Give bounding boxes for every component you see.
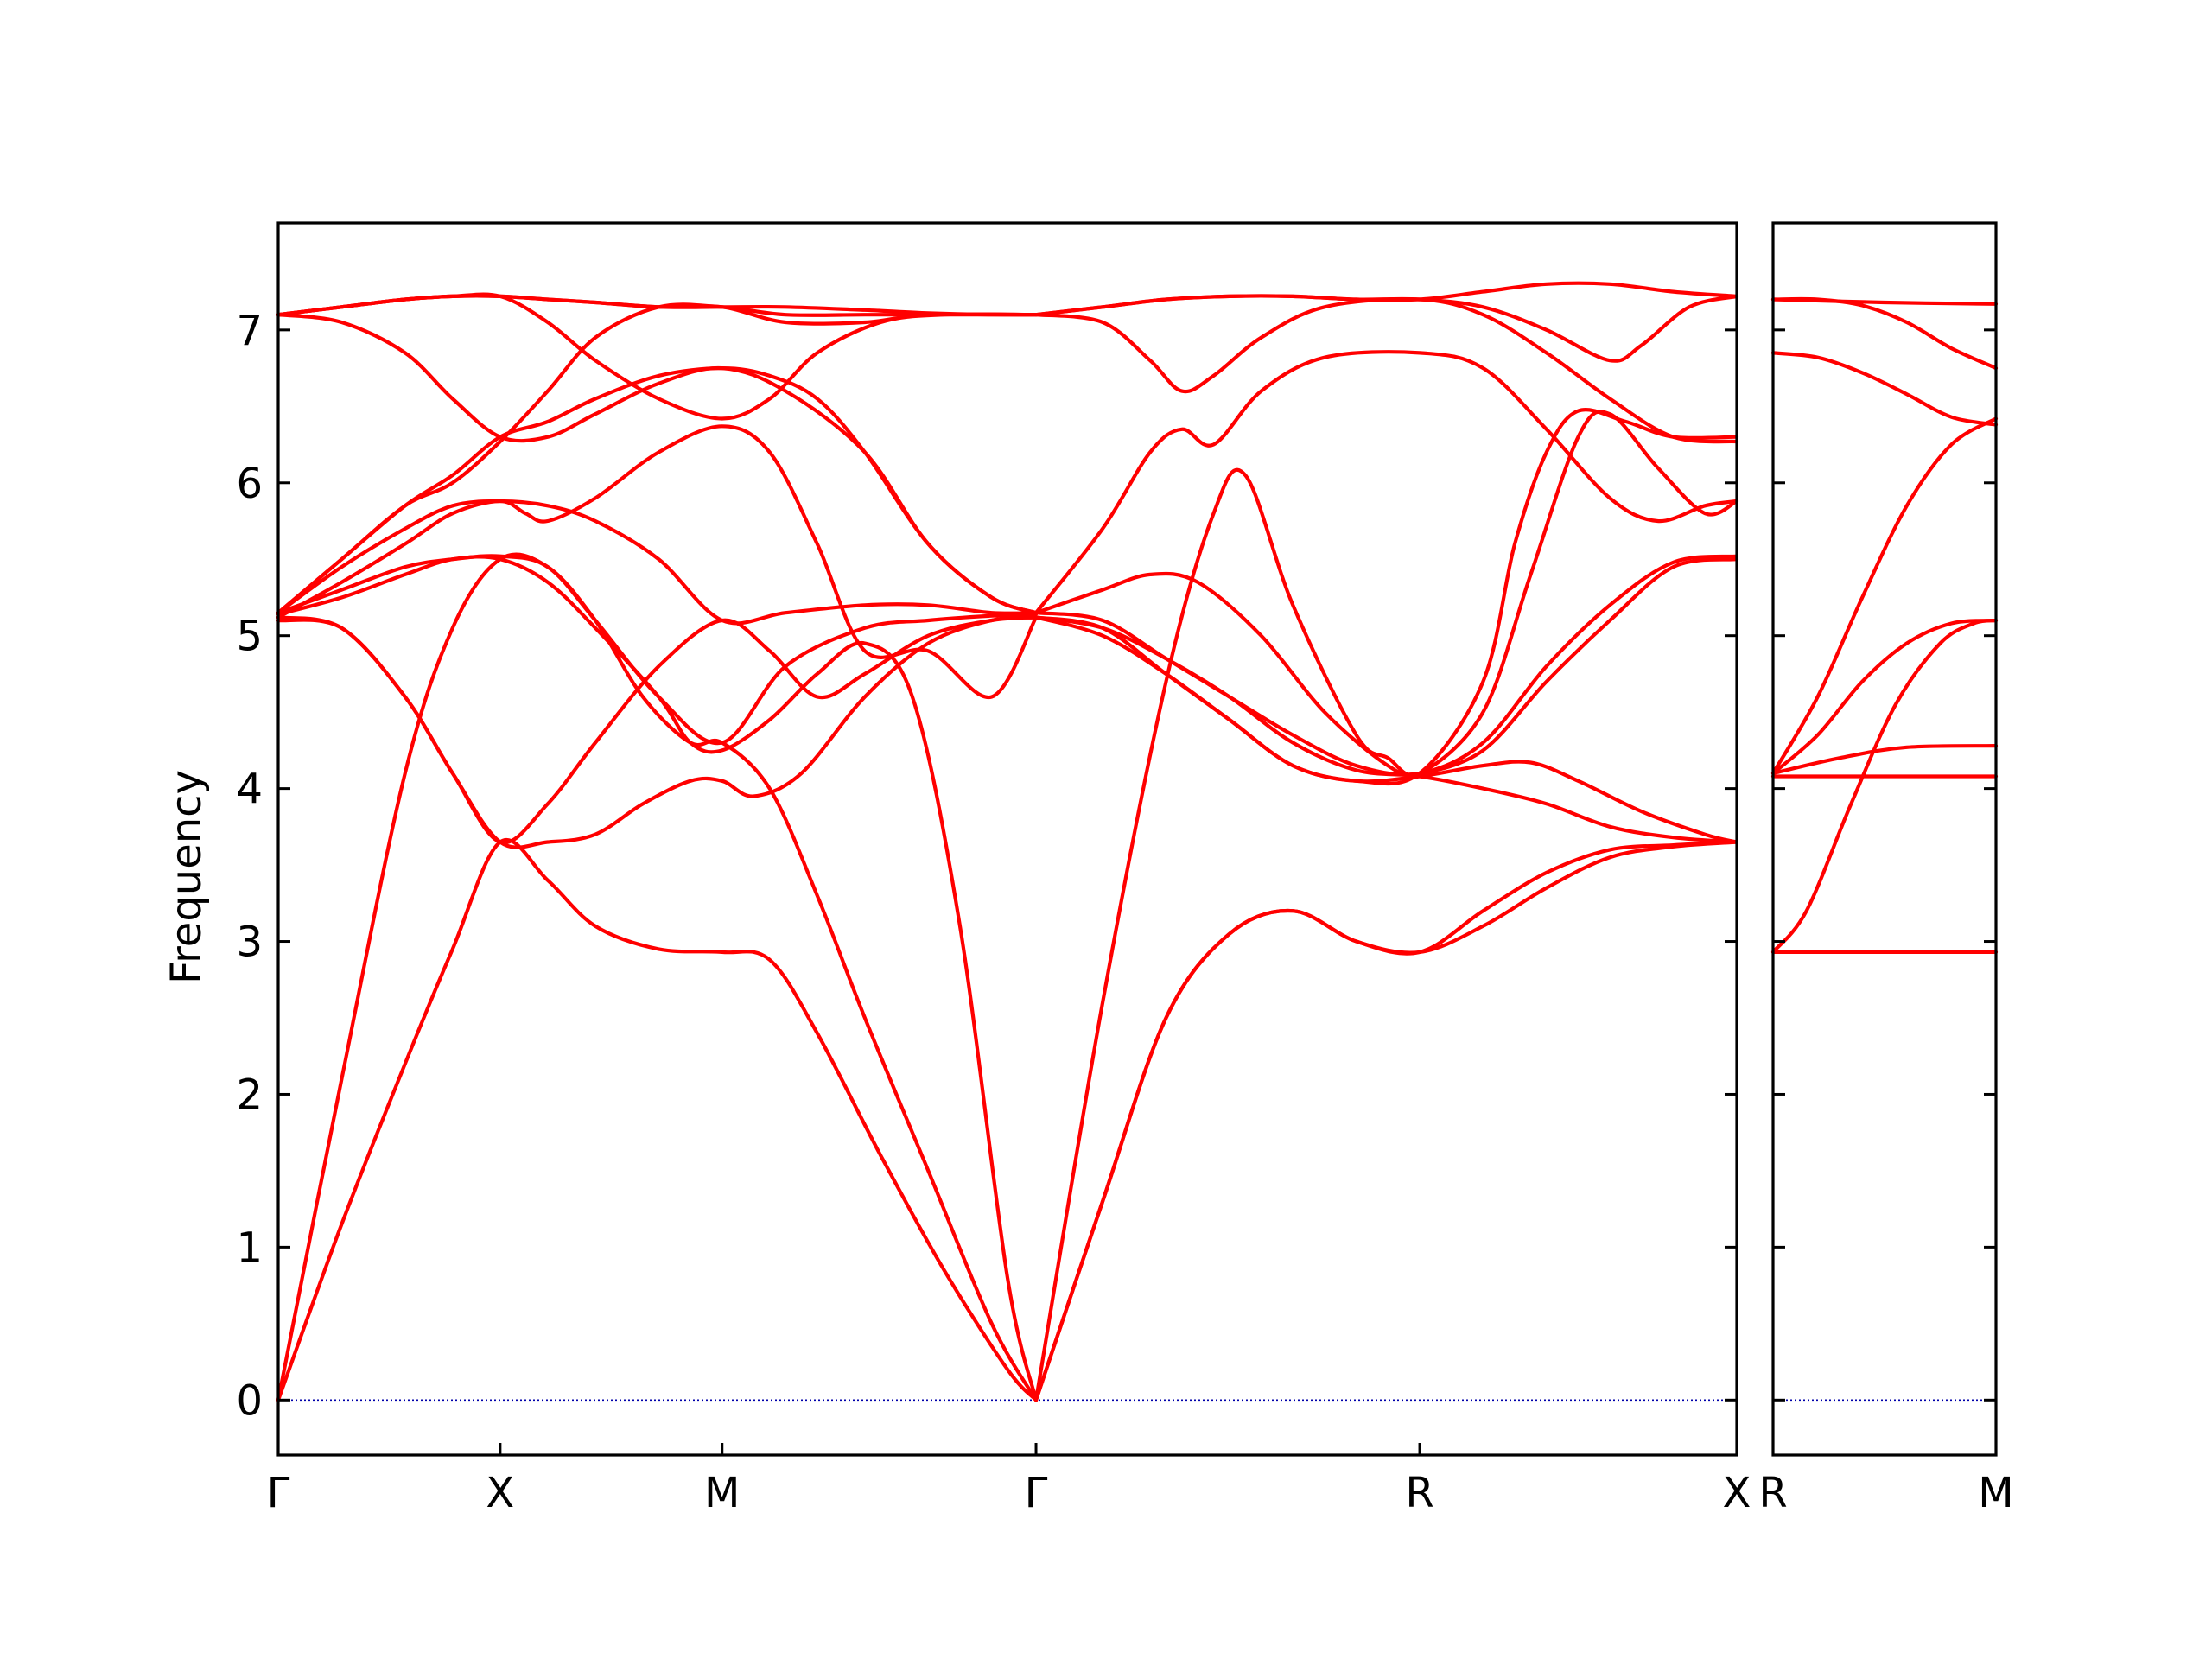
y-tick-label: 7 — [236, 307, 263, 355]
band-side-3 — [1770, 744, 1999, 775]
y-tick-label: 3 — [236, 918, 263, 967]
x-tick-label: M — [1978, 1469, 2013, 1517]
band-main-16 — [1033, 840, 1739, 1402]
band-main-23 — [1033, 297, 1739, 444]
x-tick-label: X — [1723, 1469, 1751, 1517]
x-tick-label: X — [486, 1469, 514, 1517]
band-main-14 — [1033, 410, 1739, 1402]
band-main-13 — [276, 424, 1039, 699]
band-side-6 — [1770, 351, 1999, 427]
band-side-8 — [1770, 297, 1999, 306]
band-side-7 — [1770, 296, 1999, 371]
band-main-8 — [276, 302, 1039, 615]
y-tick-label: 2 — [236, 1071, 263, 1119]
plot-frame-side — [1771, 221, 1998, 1457]
band-main-10 — [276, 313, 1039, 615]
y-axis-label: Frequency — [162, 770, 211, 984]
band-main-5 — [276, 554, 1039, 746]
band-main-7 — [276, 366, 1039, 615]
x-tick-label: Γ — [1025, 1469, 1048, 1517]
band-main-20 — [1033, 554, 1739, 777]
y-tick-label: 6 — [236, 460, 263, 508]
panel-main: 0 1 2 3 4 5 6 7 Γ X M Γ R X — [236, 221, 1751, 1517]
x-tick-label: Γ — [267, 1469, 290, 1517]
band-main-19 — [1033, 557, 1739, 777]
band-main-12 — [276, 294, 1039, 326]
band-side-5 — [1770, 416, 1999, 775]
band-main-21 — [1033, 350, 1739, 615]
band-main-6 — [276, 499, 1039, 626]
band-main-24 — [1033, 294, 1739, 363]
band-side-1 — [1770, 618, 1999, 954]
band-main-15 — [1033, 840, 1739, 1402]
y-tick-label: 1 — [236, 1224, 263, 1272]
y-tick-label: 5 — [236, 613, 263, 661]
x-tick-label: M — [704, 1469, 740, 1517]
band-main-4 — [276, 555, 1039, 1402]
y-tick-label: 4 — [236, 766, 263, 814]
band-main-25 — [1033, 408, 1739, 786]
x-tick-label: R — [1758, 1469, 1787, 1517]
band-side-4 — [1770, 618, 1999, 775]
y-tick-label: 0 — [236, 1376, 263, 1425]
x-tick-label: R — [1405, 1469, 1433, 1517]
band-main-0 — [276, 838, 1039, 1402]
band-main-1 — [276, 552, 1039, 1402]
plot-frame-main — [276, 221, 1738, 1457]
